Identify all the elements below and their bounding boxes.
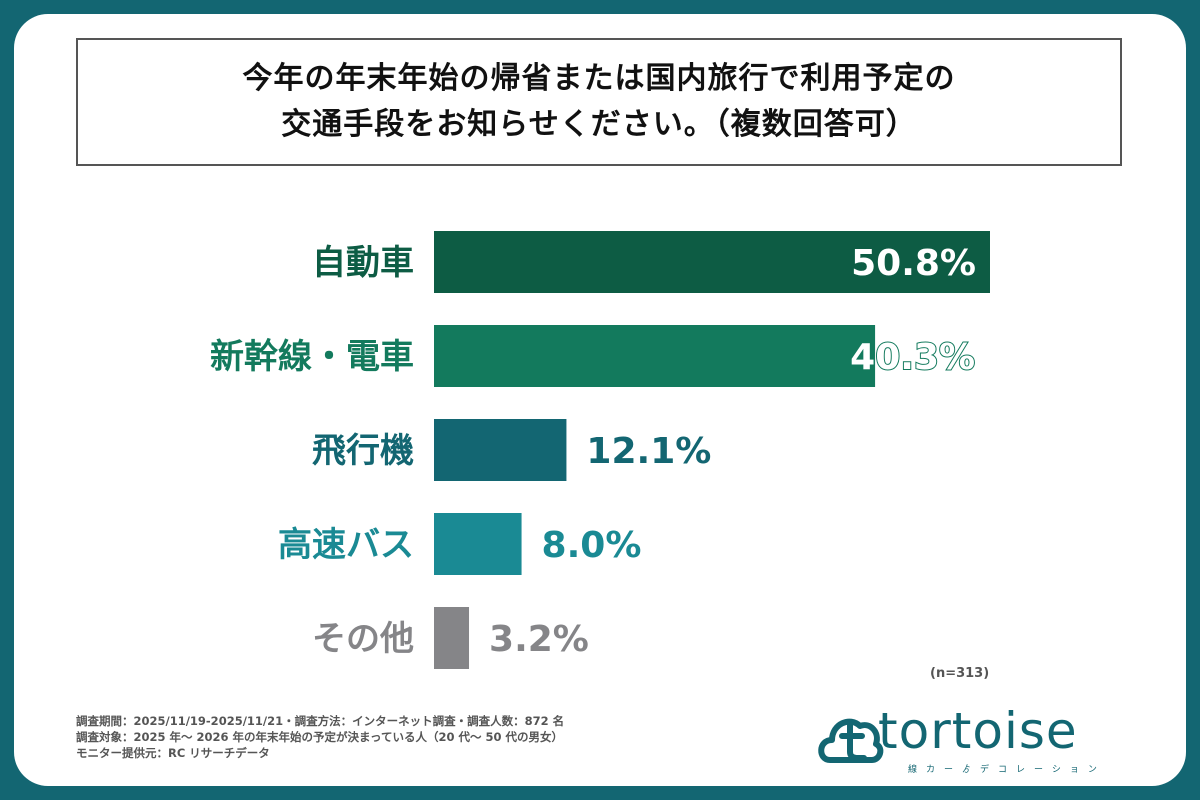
- category-label-bus: 高速バス: [278, 525, 414, 565]
- tortoise-logo: tortoise 線カーゟデコレーション: [816, 700, 1136, 782]
- bar-other: [434, 607, 470, 669]
- title-line-1: 今年の年末年始の帰省または国内旅行で利用予定の: [242, 61, 956, 96]
- value-label-car: 50.8%: [851, 243, 976, 284]
- bar-chart: 自動車 50.8% 新幹線・電車 40.3% 飛行機 12.1% 高速バス 8.0% その他 3.…: [210, 231, 990, 669]
- value-label-bus: 8.0%: [542, 525, 642, 566]
- value-label-other: 3.2%: [489, 619, 589, 660]
- survey-note-target: 調査対象：2025 年〜 2026 年の年末年始の予定が決まっている人（20 代…: [76, 730, 564, 744]
- logo-wordmark: tortoise: [878, 702, 1078, 760]
- survey-note-provider: モニター提供元：RC リサーチデータ: [76, 746, 270, 760]
- survey-note-period: 調査期間：2025/11/19-2025/11/21・調査方法：インターネット調…: [76, 714, 565, 728]
- title-line-2: 交通手段をお知らせください。（複数回答可）: [281, 107, 917, 142]
- bar-plane: [434, 419, 567, 481]
- bar-train: [434, 325, 876, 387]
- value-label-train: 40.3%: [850, 337, 975, 378]
- cloud-t-icon: [818, 718, 884, 763]
- title-box: 今年の年末年始の帰省または国内旅行で利用予定の 交通手段をお知らせください。（複…: [76, 38, 1122, 166]
- category-label-other: その他: [312, 619, 414, 659]
- category-label-plane: 飛行機: [312, 431, 414, 471]
- bar-car: [434, 231, 990, 293]
- category-label-train: 新幹線・電車: [210, 337, 414, 377]
- infographic-card: 今年の年末年始の帰省または国内旅行で利用予定の 交通手段をお知らせください。（複…: [14, 14, 1186, 786]
- bar-bus: [434, 513, 522, 575]
- logo-tagline: 線カーゟデコレーション: [908, 765, 1106, 775]
- value-label-plane: 12.1%: [586, 431, 711, 472]
- category-label-car: 自動車: [312, 243, 414, 283]
- sample-size: (n=313): [930, 666, 990, 681]
